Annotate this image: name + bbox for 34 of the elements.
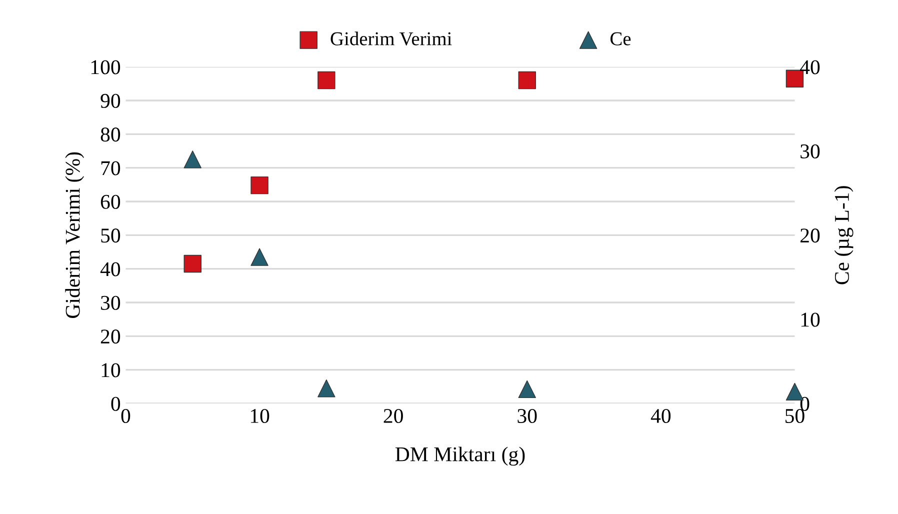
y-tick-label: 70: [101, 161, 120, 176]
y-tick-label: 10: [102, 363, 120, 378]
legend-label: Giderim Verimi: [330, 32, 452, 46]
y2-tick-label: 10: [801, 312, 820, 327]
y-axis-title: Giderim Verimi (%): [65, 152, 84, 318]
point: [184, 150, 202, 168]
point: [518, 71, 536, 90]
y-tick-label: 30: [101, 296, 120, 310]
y-tick-label: 50: [101, 228, 120, 243]
y2-tick-label: 30: [800, 144, 820, 158]
x-tick-label: 0: [121, 408, 130, 424]
point: [184, 254, 202, 273]
x-tick-label: 10: [250, 408, 270, 424]
x-tick-label: 30: [518, 408, 537, 424]
x-tick-label: 50: [786, 408, 804, 424]
legend-label: Ce: [610, 32, 631, 46]
y-tick-label: 80: [100, 128, 120, 142]
point: [250, 176, 268, 194]
y-tick-label: 20: [100, 330, 120, 344]
y2-tick-label: 40: [800, 60, 820, 74]
y-tick-label: 90: [100, 94, 120, 108]
point: [318, 71, 336, 90]
y-tick-label: 100: [91, 60, 120, 74]
x-tick-label: 20: [384, 408, 403, 424]
y2-tick-label: 20: [800, 228, 820, 243]
point: [318, 379, 336, 398]
point: [518, 380, 536, 398]
y2-axis-title: Ce (µg L-1): [834, 186, 854, 284]
point: [250, 248, 268, 266]
y-tick-label: 0: [111, 396, 120, 411]
x-axis-title: DM Miktarı (g): [395, 446, 525, 466]
x-tick-label: 40: [650, 408, 671, 424]
y-tick-label: 40: [100, 262, 120, 276]
y-tick-label: 60: [100, 194, 120, 209]
